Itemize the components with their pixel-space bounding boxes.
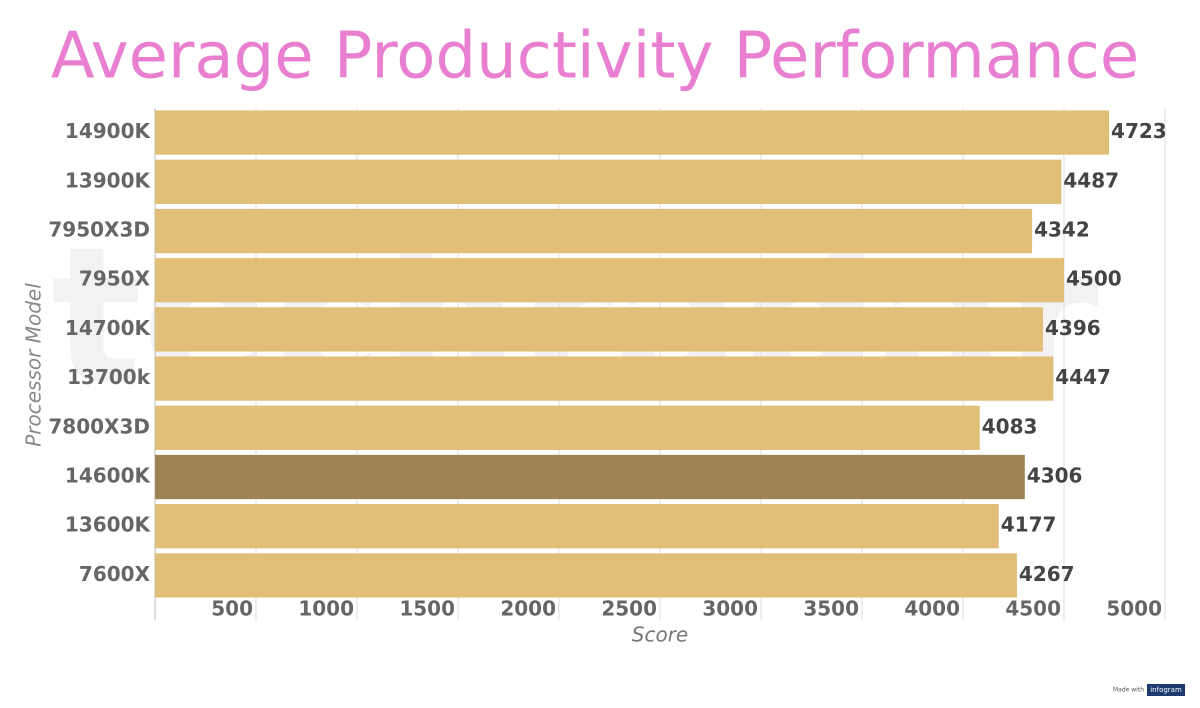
bar [155, 405, 980, 450]
bar [155, 454, 1025, 500]
y-tick-label: 7950X3D [48, 218, 150, 242]
bar [155, 504, 999, 549]
bar [155, 258, 1064, 303]
value-label: 4267 [1019, 562, 1075, 586]
x-axis-title: Score [632, 623, 688, 647]
credit-text: Made with [1113, 687, 1144, 694]
x-tick-label: 2500 [601, 597, 657, 621]
bar [155, 307, 1043, 352]
value-label: 4487 [1063, 168, 1119, 192]
x-tick-label: 1500 [399, 597, 455, 621]
y-tick-label: 14700K [65, 316, 152, 340]
x-tick-label: 1000 [298, 597, 354, 621]
y-tick-label: 7800X3D [48, 414, 150, 438]
y-tick-label: 13900K [65, 168, 152, 192]
value-label: 4177 [1001, 513, 1057, 537]
bar [155, 110, 1110, 155]
y-tick-label: 7950X [79, 267, 151, 291]
value-label: 4723 [1111, 119, 1167, 143]
x-tick-label: 4500 [1005, 597, 1061, 621]
y-tick-label: 7600X [79, 562, 151, 586]
value-label: 4396 [1045, 316, 1101, 340]
bar [155, 553, 1017, 598]
y-tick-label: 14900K [65, 119, 152, 143]
x-tick-label: 3000 [702, 597, 758, 621]
credit-badge [1147, 684, 1185, 696]
credit-logo: infogram [1150, 686, 1182, 694]
bar [155, 356, 1054, 401]
value-label: 4083 [982, 414, 1038, 438]
x-tick-label: 5000 [1106, 597, 1162, 621]
x-tick-label: 500 [211, 597, 253, 621]
y-tick-label: 13700k [67, 365, 151, 389]
value-label: 4342 [1034, 218, 1090, 242]
value-label: 4447 [1055, 365, 1111, 389]
y-axis-title: Processor Model [22, 283, 46, 447]
value-label: 4500 [1066, 267, 1122, 291]
bar [155, 159, 1062, 204]
x-tick-label: 3500 [803, 597, 859, 621]
bar [155, 208, 1033, 254]
chart-title: Average Productivity Performance [51, 20, 1139, 94]
x-tick-label: 2000 [500, 597, 556, 621]
x-tick-label: 4000 [904, 597, 960, 621]
y-tick-label: 14600K [65, 464, 152, 488]
y-tick-label: 13600K [65, 513, 152, 537]
value-label: 4306 [1027, 464, 1083, 488]
